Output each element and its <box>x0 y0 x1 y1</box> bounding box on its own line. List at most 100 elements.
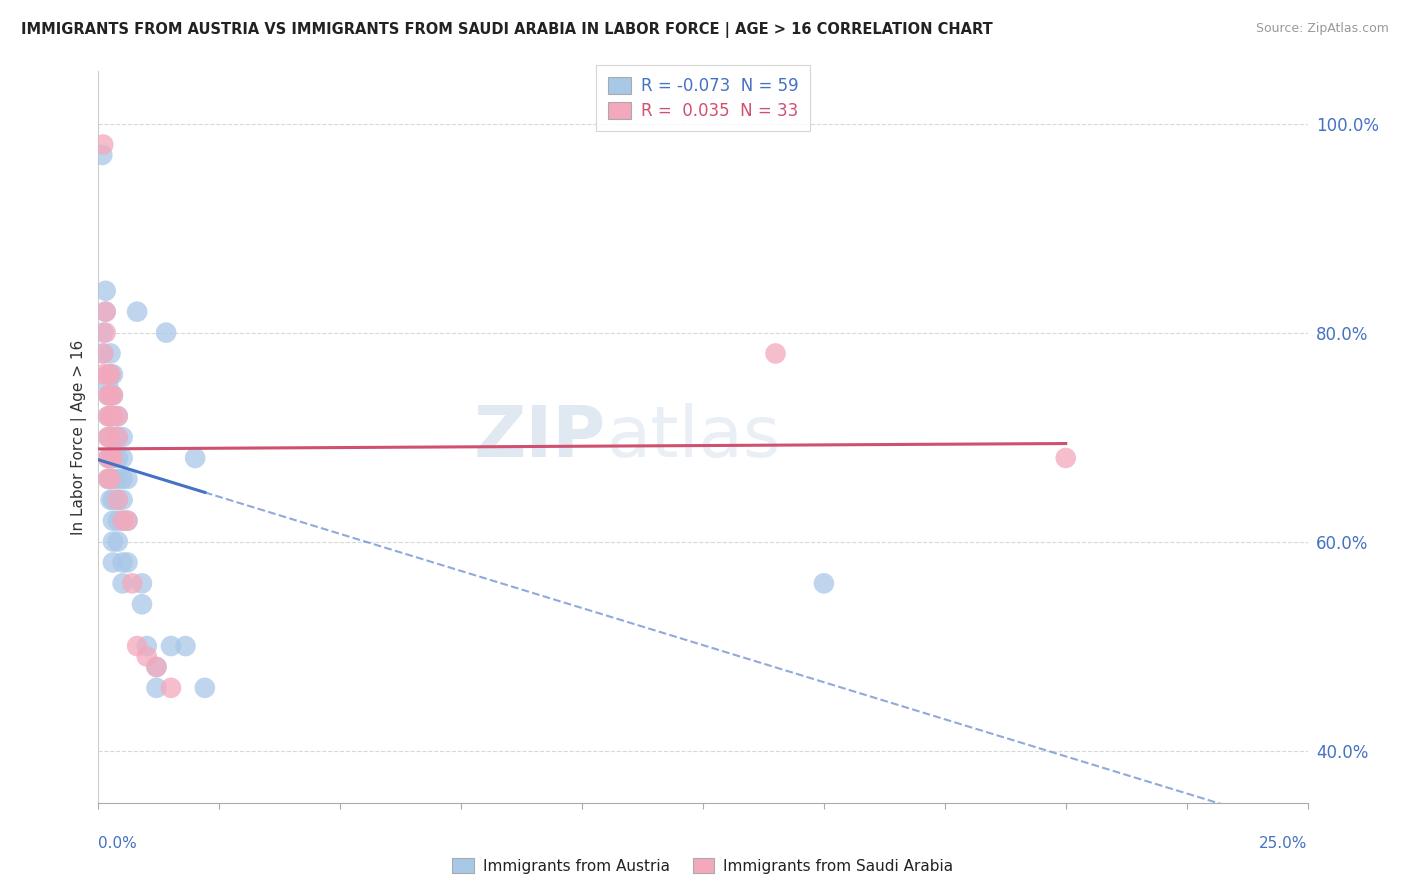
Point <box>100 388 122 402</box>
Point <box>100 430 122 444</box>
Point <box>111 430 134 444</box>
Text: ZIP: ZIP <box>474 402 606 472</box>
Point <box>111 514 134 528</box>
Point <box>101 534 124 549</box>
Point <box>107 514 129 528</box>
Point <box>111 514 134 528</box>
Point <box>135 649 157 664</box>
Point <box>135 639 157 653</box>
Point <box>107 492 129 507</box>
Point <box>91 137 114 152</box>
Point <box>97 409 120 424</box>
Text: Source: ZipAtlas.com: Source: ZipAtlas.com <box>1256 22 1389 36</box>
Point <box>145 681 167 695</box>
Point <box>117 514 139 528</box>
Point <box>97 409 120 424</box>
Point <box>97 472 120 486</box>
Point <box>101 368 124 382</box>
Point <box>97 388 120 402</box>
Point <box>100 472 122 486</box>
Point <box>121 576 143 591</box>
Point <box>101 430 124 444</box>
Point <box>145 660 167 674</box>
Point <box>107 472 129 486</box>
Point <box>100 430 122 444</box>
Point <box>101 556 124 570</box>
Point <box>91 346 114 360</box>
Point <box>127 304 149 318</box>
Point <box>107 492 129 507</box>
Point <box>91 346 114 360</box>
Point <box>101 388 124 402</box>
Point <box>184 450 207 465</box>
Point <box>1054 450 1077 465</box>
Point <box>131 576 153 591</box>
Point <box>94 284 117 298</box>
Point <box>91 368 114 382</box>
Point <box>100 388 122 402</box>
Point <box>101 472 124 486</box>
Point <box>97 388 120 402</box>
Y-axis label: In Labor Force | Age > 16: In Labor Force | Age > 16 <box>72 340 87 534</box>
Point <box>97 377 120 392</box>
Point <box>101 450 124 465</box>
Point <box>107 534 129 549</box>
Point <box>765 346 787 360</box>
Point <box>101 409 124 424</box>
Point <box>107 409 129 424</box>
Point <box>97 430 120 444</box>
Point <box>107 450 129 465</box>
Point <box>94 304 117 318</box>
Point <box>100 450 122 465</box>
Point <box>97 368 120 382</box>
Point <box>100 409 122 424</box>
Point <box>100 450 122 465</box>
Legend: R = -0.073  N = 59, R =  0.035  N = 33: R = -0.073 N = 59, R = 0.035 N = 33 <box>596 65 810 131</box>
Text: 0.0%: 0.0% <box>98 836 138 851</box>
Point <box>111 492 134 507</box>
Point <box>101 450 124 465</box>
Point <box>107 409 129 424</box>
Point <box>101 388 124 402</box>
Legend: Immigrants from Austria, Immigrants from Saudi Arabia: Immigrants from Austria, Immigrants from… <box>446 852 960 880</box>
Point <box>97 450 120 465</box>
Point <box>194 681 217 695</box>
Point <box>111 472 134 486</box>
Point <box>160 681 183 695</box>
Point <box>97 368 120 382</box>
Point <box>94 304 117 318</box>
Point <box>155 326 177 340</box>
Point <box>101 492 124 507</box>
Point <box>100 472 122 486</box>
Point <box>97 430 120 444</box>
Point <box>117 472 139 486</box>
Point <box>100 492 122 507</box>
Point <box>91 148 114 162</box>
Point <box>111 556 134 570</box>
Point <box>97 450 120 465</box>
Point <box>101 409 124 424</box>
Point <box>111 450 134 465</box>
Point <box>174 639 197 653</box>
Point <box>117 514 139 528</box>
Point <box>91 326 114 340</box>
Point <box>100 368 122 382</box>
Point <box>117 556 139 570</box>
Point <box>97 472 120 486</box>
Point <box>94 326 117 340</box>
Point <box>100 368 122 382</box>
Point <box>131 597 153 611</box>
Point <box>101 514 124 528</box>
Point <box>107 430 129 444</box>
Point <box>111 576 134 591</box>
Point <box>100 409 122 424</box>
Text: 25.0%: 25.0% <box>1260 836 1308 851</box>
Point <box>107 430 129 444</box>
Point <box>100 346 122 360</box>
Text: IMMIGRANTS FROM AUSTRIA VS IMMIGRANTS FROM SAUDI ARABIA IN LABOR FORCE | AGE > 1: IMMIGRANTS FROM AUSTRIA VS IMMIGRANTS FR… <box>21 22 993 38</box>
Point <box>145 660 167 674</box>
Text: atlas: atlas <box>606 402 780 472</box>
Point <box>127 639 149 653</box>
Point <box>160 639 183 653</box>
Point <box>813 576 835 591</box>
